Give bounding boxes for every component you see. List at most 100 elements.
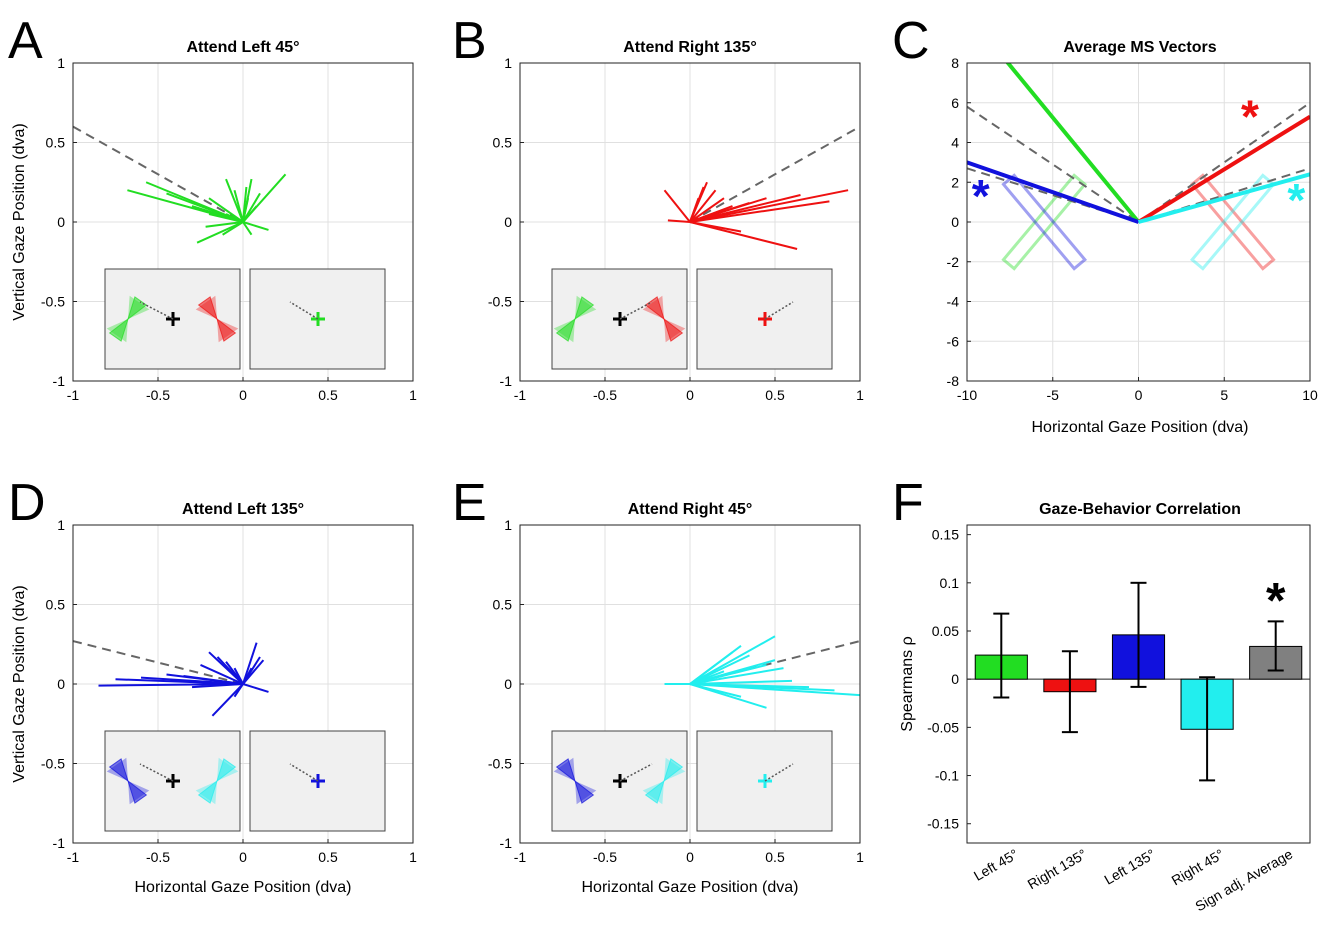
y-tick-label: 1	[504, 55, 512, 71]
stimulus-wedge-wide	[642, 781, 664, 805]
x-tick-label: 0.5	[765, 849, 785, 865]
inset-gaze-dotted	[764, 763, 794, 782]
microsaccade-vector	[233, 189, 244, 223]
x-tick-label: 0.5	[318, 849, 338, 865]
title-e: Attend Right 45°	[628, 501, 753, 518]
microsaccade-vector	[689, 683, 810, 689]
y-tick-label: 6	[951, 95, 959, 111]
y-tick-label: -0.5	[41, 756, 65, 772]
category-label: Left 135°	[1101, 846, 1158, 888]
xlabel-d: Horizontal Gaze Position (dva)	[135, 879, 352, 896]
microsaccade-vector	[140, 676, 244, 685]
inset-gaze-dotted	[289, 763, 319, 782]
microsaccade-vector	[689, 200, 830, 223]
microsaccade-vector	[208, 213, 244, 223]
panel-letter-d: D	[8, 474, 46, 532]
microsaccade-vector	[689, 221, 742, 233]
microsaccade-vector	[689, 197, 700, 223]
microsaccade-vector	[242, 683, 269, 693]
stimulus-wedge-wide	[128, 295, 150, 319]
stimulus-wedge	[197, 296, 218, 321]
y-tick-label: 0	[57, 214, 65, 230]
stimulus-wedge-wide	[217, 319, 239, 343]
microsaccade-vector	[689, 193, 801, 223]
microsaccade-vector	[663, 189, 691, 223]
microsaccade-vector	[98, 683, 244, 687]
stimulus-wedge	[644, 296, 665, 321]
x-tick-label: -10	[957, 387, 977, 403]
stimulus-wedge	[127, 296, 148, 321]
microsaccade-vector	[233, 667, 244, 685]
microsaccade-vector	[689, 667, 784, 685]
y-tick-label: -0.5	[488, 756, 512, 772]
stimulus-wedge-wide	[553, 319, 575, 343]
plot-attend-right-45: -1 -0.5 0 0.5 1 1 0.5 0 -0.5 -1	[488, 517, 864, 865]
inset-right-stimulus	[642, 295, 686, 343]
microsaccade-vector	[689, 189, 717, 223]
plot-attend-right-135: -1 -0.5 0 0.5 1 1 0.5 0 -0.5 -1	[488, 55, 864, 403]
stimulus-wedge	[555, 317, 576, 342]
y-tick-label: 0.05	[932, 623, 959, 639]
plot-gaze-behavior-correlation: Left 45° Right 135° Left 135° Right 45°Sign…	[927, 524, 1311, 914]
x-tick-label: 0	[239, 849, 247, 865]
y-tick-label: 0	[504, 676, 512, 692]
x-tick-label: 10	[1302, 387, 1318, 403]
inset-right-stimulus	[195, 757, 239, 805]
microsaccade-vector	[689, 635, 776, 685]
significance-star-blue: *	[972, 170, 990, 222]
stimulus-wedge	[108, 317, 129, 342]
y-tick-label: 8	[951, 55, 959, 71]
y-tick-label: 0	[951, 671, 959, 687]
microsaccade-vector	[689, 221, 798, 250]
inset-right-stimulus	[195, 295, 239, 343]
stimulus-wedge	[574, 296, 595, 321]
y-tick-label: 1	[504, 517, 512, 533]
category-label: Right 135°	[1025, 846, 1090, 893]
stimulus-wedge	[574, 779, 595, 804]
y-tick-label: -1	[500, 835, 513, 851]
panel-letter-b: B	[452, 12, 487, 70]
inset-left-stimulus	[553, 295, 597, 343]
y-tick-label: 0	[57, 676, 65, 692]
inset-left-stimulus	[106, 295, 150, 343]
microsaccade-vector	[242, 221, 269, 231]
x-tick-label: 1	[409, 849, 417, 865]
microsaccade-vector	[242, 205, 258, 223]
x-tick-label: 0.5	[765, 387, 785, 403]
significance-star-red: *	[1241, 91, 1259, 143]
stimulus-outline-blue	[1001, 173, 1088, 271]
y-tick-label: -2	[947, 254, 960, 270]
stimulus-wedge-wide	[106, 757, 128, 781]
y-tick-label: -4	[947, 294, 960, 310]
panel-letter-e: E	[452, 474, 487, 532]
title-f: Gaze-Behavior Correlation	[1039, 501, 1241, 518]
axes-frame	[966, 524, 1311, 844]
x-tick-label: -1	[514, 849, 527, 865]
microsaccade-vector	[233, 683, 244, 698]
x-tick-label: 0	[1135, 387, 1143, 403]
stimulus-wedge	[663, 758, 684, 783]
microsaccade-vector	[689, 683, 742, 698]
stimulus-outline-cyan	[1189, 173, 1276, 271]
title-a: Attend Left 45°	[186, 39, 299, 56]
inset-gaze-dotted	[764, 301, 794, 320]
y-tick-label: -1	[500, 373, 513, 389]
stimulus-wedge	[555, 758, 576, 783]
y-tick-label: -0.5	[488, 294, 512, 310]
microsaccade-vector	[689, 659, 776, 685]
x-tick-label: -0.5	[146, 849, 170, 865]
panel-letter-f: F	[892, 474, 924, 532]
stimulus-wedge	[644, 779, 665, 804]
microsaccade-vector	[242, 221, 253, 236]
y-tick-label: -0.5	[41, 294, 65, 310]
stimulus-wedge	[108, 758, 129, 783]
y-tick-label: -6	[947, 333, 960, 349]
stimulus-outline-red	[1189, 173, 1276, 271]
y-tick-label: -8	[947, 373, 960, 389]
microsaccade-vector	[211, 683, 244, 717]
stimulus-wedge-wide	[128, 781, 150, 805]
y-tick-label: -1	[53, 373, 66, 389]
x-tick-label: 1	[409, 387, 417, 403]
x-tick-label: 0	[239, 387, 247, 403]
y-tick-label: 0.15	[932, 527, 959, 543]
